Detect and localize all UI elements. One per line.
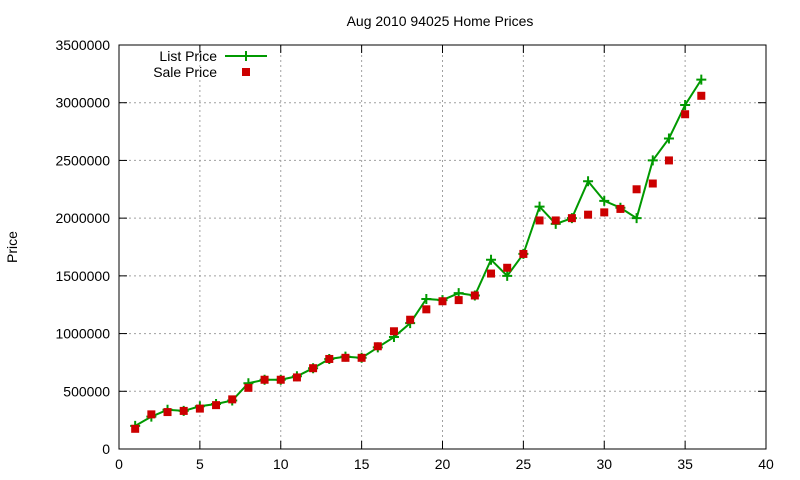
- sale-price-point: [195, 404, 204, 413]
- sale-price-point: [228, 395, 237, 404]
- sale-price-point: [373, 342, 382, 351]
- series-layer: [130, 74, 707, 433]
- chart-title: Aug 2010 94025 Home Prices: [347, 13, 534, 29]
- x-tick-label: 35: [677, 456, 693, 472]
- sale-price-point: [131, 424, 140, 433]
- list-price-line: [134, 79, 703, 427]
- sale-price-point: [438, 297, 447, 306]
- y-tick-label: 3000000: [55, 95, 110, 111]
- sale-price-point: [406, 315, 415, 324]
- axis-ticks: 0 500000 1000000 1500000 2000000 2500000 30000…: [55, 37, 774, 472]
- sale-price-point: [632, 185, 641, 194]
- x-tick-label: 10: [273, 456, 289, 472]
- sale-price-point: [454, 296, 463, 305]
- sale-price-point: [664, 156, 673, 165]
- list-price-point: [647, 155, 658, 166]
- list-price-point: [583, 176, 594, 187]
- legend-plus-marker: [241, 51, 251, 61]
- grid: [119, 45, 766, 449]
- sale-price-point: [503, 263, 512, 272]
- x-tick-label: 30: [596, 456, 612, 472]
- sale-price-point: [292, 373, 301, 382]
- y-tick-label: 2500000: [55, 152, 110, 168]
- sale-price-point: [260, 375, 269, 384]
- sale-price-point: [551, 216, 560, 225]
- legend-square-marker: [242, 68, 250, 76]
- sale-price-point: [487, 269, 496, 278]
- sale-price-point: [276, 375, 285, 384]
- list-price-point: [599, 195, 610, 206]
- list-price-point: [631, 213, 642, 224]
- sale-price-point: [244, 383, 253, 392]
- sale-price-point: [163, 408, 172, 417]
- sale-price-point: [357, 353, 366, 362]
- sale-price-point: [519, 249, 528, 258]
- list-price-point: [696, 74, 707, 85]
- y-axis-label: Price: [4, 231, 20, 263]
- sale-price-point: [535, 216, 544, 225]
- sale-price-point: [325, 354, 334, 363]
- y-tick-label: 1500000: [55, 268, 110, 284]
- sale-price-point: [697, 91, 706, 100]
- sale-price-point: [389, 327, 398, 336]
- series-sale-price: [131, 91, 706, 433]
- sale-price-point: [616, 204, 625, 213]
- y-tick-label: 1000000: [55, 326, 110, 342]
- sale-price-point: [422, 305, 431, 314]
- sale-price-point: [309, 364, 318, 373]
- x-tick-label: 20: [435, 456, 451, 472]
- y-tick-label: 3500000: [55, 37, 110, 53]
- series-list-price: [130, 74, 707, 431]
- x-tick-label: 0: [115, 456, 123, 472]
- sale-price-point: [648, 179, 657, 188]
- list-price-point: [421, 293, 432, 304]
- sale-price-point: [179, 406, 188, 415]
- sale-price-point: [147, 410, 156, 419]
- list-price-point: [534, 201, 545, 212]
- list-price-point: [663, 133, 674, 144]
- x-tick-label: 25: [516, 456, 532, 472]
- sale-price-point: [681, 110, 690, 119]
- sale-price-point: [212, 401, 221, 410]
- legend-label: Sale Price: [153, 64, 217, 80]
- sale-price-point: [600, 208, 609, 217]
- x-tick-label: 5: [196, 456, 204, 472]
- list-price-point: [486, 254, 497, 265]
- legend-label: List Price: [159, 48, 217, 64]
- sale-price-point: [470, 291, 479, 300]
- y-tick-label: 2000000: [55, 210, 110, 226]
- list-price-point: [680, 100, 691, 111]
- x-tick-label: 40: [758, 456, 774, 472]
- sale-price-point: [341, 353, 350, 362]
- x-tick-label: 15: [354, 456, 370, 472]
- y-tick-label: 0: [102, 441, 110, 457]
- sale-price-point: [567, 214, 576, 223]
- list-price-point: [502, 270, 513, 281]
- sale-price-point: [584, 210, 593, 219]
- y-tick-label: 500000: [63, 383, 110, 399]
